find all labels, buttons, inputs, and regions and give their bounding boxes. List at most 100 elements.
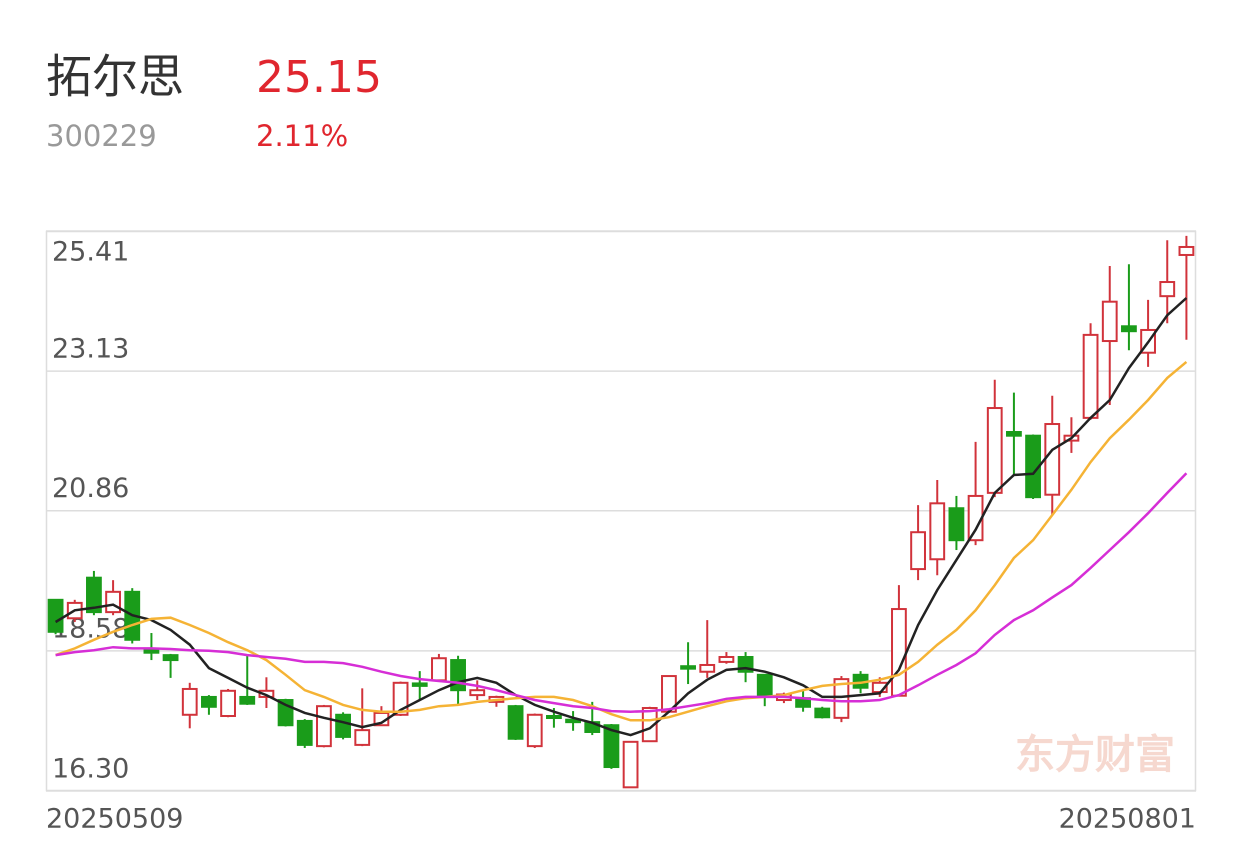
- candle-body: [1044, 423, 1061, 496]
- candle-body: [910, 531, 926, 571]
- moving-average-line: [54, 297, 1188, 737]
- price-change: 2.11%: [256, 119, 348, 153]
- y-tick-label: 18.58: [52, 613, 129, 644]
- stock-code: 300229: [46, 119, 157, 153]
- candle: [795, 690, 811, 712]
- candle: [1025, 434, 1041, 500]
- x-tick-label: 20250509: [46, 804, 183, 835]
- candle: [603, 723, 620, 769]
- candle-body: [450, 659, 466, 692]
- candle: [680, 642, 696, 685]
- candle-body: [641, 707, 658, 743]
- candle-body: [86, 576, 102, 614]
- candle-body: [105, 590, 121, 614]
- candle: [622, 740, 639, 789]
- candle: [565, 711, 581, 731]
- candle-body: [699, 663, 716, 673]
- candle: [1178, 235, 1195, 340]
- candle: [756, 673, 773, 707]
- candle-body: [948, 507, 965, 542]
- x-tick-label: 20250801: [1059, 804, 1196, 835]
- watermark: 东方财富: [1015, 732, 1175, 778]
- candle: [1006, 392, 1022, 476]
- candle: [105, 580, 121, 616]
- candle: [411, 671, 428, 701]
- candle-body: [162, 654, 179, 662]
- candle: [929, 479, 946, 576]
- y-tick-label: 23.13: [52, 334, 129, 365]
- candle-body: [239, 695, 256, 705]
- candle: [986, 379, 1003, 498]
- candle-body: [143, 648, 160, 654]
- candle: [335, 712, 351, 740]
- candle-body: [622, 740, 639, 789]
- candle-body: [47, 598, 64, 633]
- candle: [354, 688, 371, 747]
- candle-body: [546, 715, 562, 720]
- candle: [1121, 264, 1137, 351]
- candle-body: [526, 713, 543, 748]
- candle-body: [833, 678, 850, 719]
- candle: [47, 598, 64, 635]
- candle: [948, 495, 965, 551]
- candle: [162, 653, 179, 678]
- candle: [143, 633, 160, 661]
- candle-body: [201, 695, 217, 708]
- candle-body: [1178, 245, 1195, 256]
- candle-body: [603, 724, 620, 769]
- stock-name: 拓尔思: [46, 50, 184, 104]
- candle: [296, 719, 313, 748]
- y-tick-label: 20.86: [52, 473, 129, 504]
- candle: [718, 652, 735, 664]
- candle-body: [335, 713, 351, 738]
- candle-body: [181, 687, 198, 716]
- candle-body: [1121, 325, 1137, 333]
- candle-body: [929, 502, 946, 561]
- candle: [641, 706, 658, 743]
- y-tick-label: 16.30: [52, 754, 129, 785]
- candle: [220, 688, 236, 718]
- candle: [181, 682, 198, 729]
- candle-body: [316, 705, 332, 748]
- y-tick-label: 25.41: [52, 237, 129, 268]
- candle-body: [220, 689, 236, 718]
- candle: [526, 713, 543, 748]
- candle: [431, 653, 447, 682]
- candle-body: [718, 655, 735, 663]
- candle-body: [1101, 300, 1118, 343]
- candle: [910, 505, 926, 581]
- candle-body: [1082, 333, 1099, 419]
- candle-body: [431, 657, 447, 682]
- candle-body: [1159, 281, 1176, 298]
- candle: [1082, 323, 1099, 420]
- candle-body: [756, 673, 773, 698]
- candle: [814, 706, 831, 719]
- candle-body: [411, 682, 428, 687]
- candle: [469, 680, 486, 701]
- candle: [891, 585, 907, 697]
- candle: [661, 675, 677, 713]
- candle: [201, 695, 217, 715]
- candle-body: [814, 707, 831, 719]
- candle: [1063, 417, 1080, 453]
- candle: [699, 620, 716, 678]
- candle-body: [1006, 431, 1022, 437]
- candle: [316, 704, 332, 748]
- moving-average-line: [55, 472, 1188, 713]
- candle: [507, 704, 524, 740]
- candle: [1159, 240, 1176, 324]
- candle-body: [507, 705, 524, 740]
- candle-body: [354, 729, 371, 746]
- candle: [239, 655, 256, 705]
- candle-body: [680, 665, 696, 670]
- stock-price: 25.15: [256, 52, 382, 103]
- moving-average-line: [55, 360, 1188, 722]
- candle-body: [986, 407, 1003, 494]
- candle: [1101, 266, 1118, 405]
- candle-body: [296, 719, 313, 746]
- candle-body: [891, 608, 907, 697]
- candle-body: [565, 718, 581, 724]
- candle: [86, 570, 102, 616]
